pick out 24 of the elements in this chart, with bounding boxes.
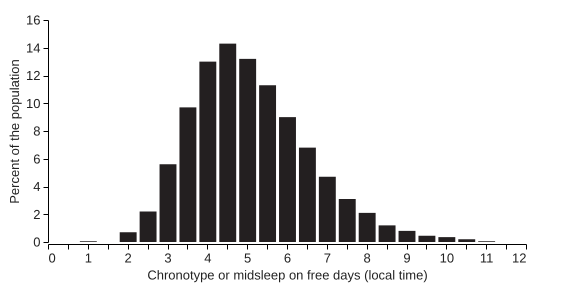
y-tick-label: 2 — [33, 206, 40, 222]
x-axis-title: Chronotype or midsleep on free days (local time) — [147, 268, 428, 282]
x-tick-label: 8 — [364, 250, 371, 266]
y-tick-label: 8 — [33, 124, 40, 138]
x-tick-label: 7 — [324, 250, 331, 266]
y-tick-label: 16 — [26, 12, 40, 28]
x-tick-label: 3 — [164, 250, 172, 266]
x-tick-label: 5 — [244, 250, 252, 266]
y-tick-label: 0 — [33, 234, 40, 250]
x-tick-label: 10 — [440, 250, 454, 266]
y-tick-label: 6 — [33, 151, 40, 166]
x-tick-label: 4 — [204, 250, 212, 266]
y-tick-label: 14 — [26, 40, 40, 56]
x-tick-label: 9 — [403, 250, 411, 266]
x-tick-label: 11 — [480, 250, 494, 266]
y-tick-label: 10 — [26, 96, 40, 111]
y-tick-label: 4 — [33, 179, 40, 194]
y-tick-label: 12 — [26, 68, 40, 83]
y-axis-title: Percent of the population — [7, 59, 22, 204]
x-tick-label: 0 — [48, 250, 56, 266]
x-tick-label: 2 — [124, 250, 132, 266]
x-tick-label: 12 — [512, 250, 526, 266]
x-tick-label: 1 — [84, 250, 92, 266]
x-tick-label: 6 — [284, 250, 292, 266]
